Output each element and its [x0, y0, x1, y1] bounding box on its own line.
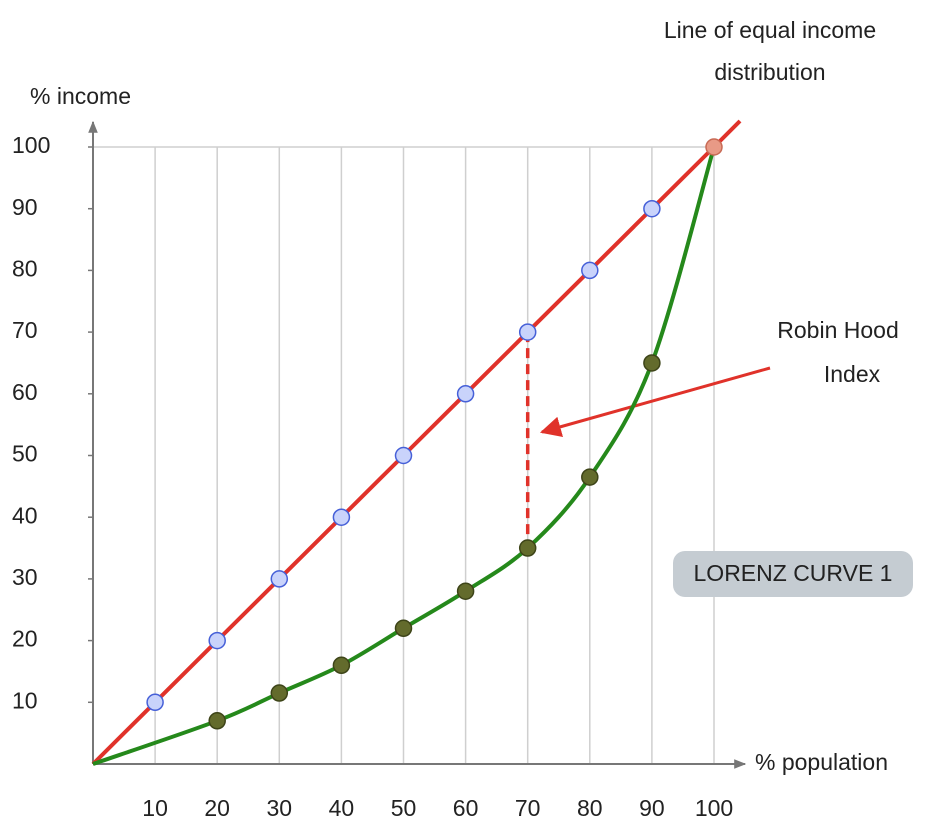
- x-tick-label: 70: [515, 795, 541, 821]
- data-point: [456, 385, 475, 403]
- x-tick-label: 80: [577, 795, 603, 821]
- y-tick-label: 30: [12, 564, 38, 590]
- data-point: [394, 619, 413, 638]
- y-tick-label: 80: [12, 255, 38, 281]
- y-tick-label: 10: [12, 687, 38, 713]
- arrow: [539, 366, 771, 438]
- y-tick-label: 70: [12, 317, 38, 343]
- annotation: LORENZ CURVE 1: [694, 560, 893, 586]
- y-tick-label: 50: [12, 441, 38, 467]
- data-point: [581, 261, 599, 280]
- annotation: Robin Hood Index: [777, 317, 898, 387]
- data-point: [518, 323, 537, 341]
- label-box: [673, 551, 913, 597]
- annotation: Line of equal income distribution: [664, 17, 876, 85]
- y-tick-label: 20: [12, 626, 38, 652]
- data-point: [146, 693, 164, 712]
- data-point: [643, 354, 661, 372]
- x-axis-label: % population: [755, 749, 888, 775]
- data-point: [581, 468, 599, 486]
- x-tick-label: 20: [204, 795, 230, 821]
- x-tick-label: 10: [142, 795, 168, 821]
- data-point: [332, 508, 351, 526]
- data-point: [394, 446, 413, 465]
- data-point: [643, 199, 661, 218]
- y-axis-label: % income: [30, 83, 131, 109]
- x-tick-label: 40: [329, 795, 355, 821]
- x-tick-label: 30: [267, 795, 293, 821]
- x-tick-label: 50: [391, 795, 417, 821]
- x-tick-label: 60: [453, 795, 479, 821]
- data-point: [270, 570, 289, 588]
- data-point: [270, 684, 289, 702]
- x-tick-label: 100: [695, 795, 733, 821]
- x-tick-label: 90: [639, 795, 665, 821]
- data-point: [332, 656, 351, 675]
- data-point: [705, 138, 723, 156]
- y-tick-label: 100: [12, 132, 50, 158]
- data-point: [456, 582, 475, 600]
- y-tick-label: 40: [12, 502, 38, 528]
- data-point: [208, 631, 226, 650]
- data-point: [208, 712, 226, 730]
- data-point: [518, 539, 537, 557]
- y-tick-label: 60: [12, 379, 38, 405]
- y-tick-label: 90: [12, 194, 38, 220]
